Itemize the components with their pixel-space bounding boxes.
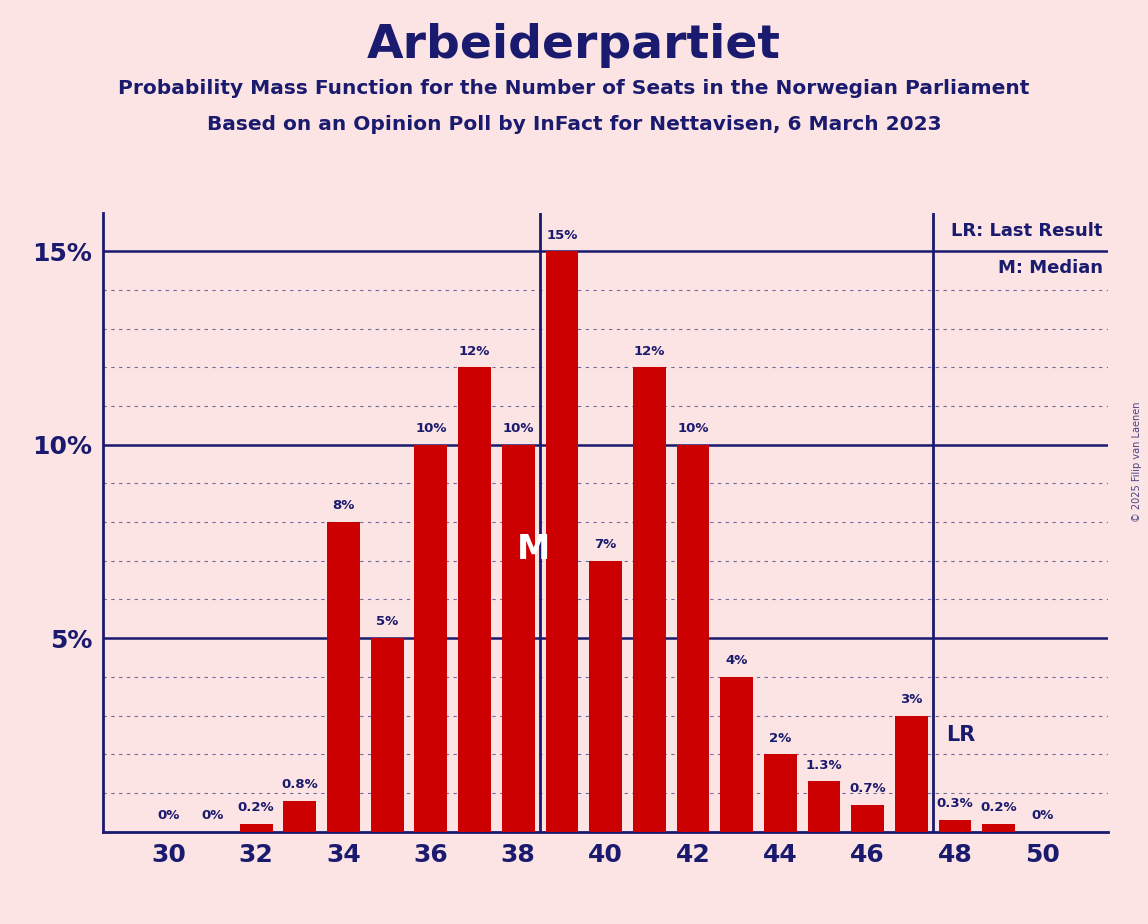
Text: 1.3%: 1.3% <box>806 759 843 772</box>
Text: 10%: 10% <box>677 422 708 435</box>
Text: © 2025 Filip van Laenen: © 2025 Filip van Laenen <box>1132 402 1141 522</box>
Text: LR: LR <box>946 724 976 745</box>
Text: 0%: 0% <box>1031 808 1054 822</box>
Text: 0.2%: 0.2% <box>238 801 274 814</box>
Bar <box>807 782 840 832</box>
Bar <box>284 800 316 832</box>
Text: Arbeiderpartiet: Arbeiderpartiet <box>367 23 781 68</box>
Text: 0.3%: 0.3% <box>937 797 974 810</box>
Text: LR: Last Result: LR: Last Result <box>952 222 1103 240</box>
Bar <box>676 444 709 832</box>
Bar <box>589 561 622 832</box>
Text: 15%: 15% <box>546 228 577 241</box>
Bar <box>545 251 579 832</box>
Text: 0.8%: 0.8% <box>281 778 318 791</box>
Text: 5%: 5% <box>377 615 398 628</box>
Text: 12%: 12% <box>459 345 490 358</box>
Text: 0%: 0% <box>157 808 180 822</box>
Text: 0%: 0% <box>201 808 224 822</box>
Bar <box>895 715 928 832</box>
Text: 7%: 7% <box>595 538 616 551</box>
Bar <box>240 824 272 832</box>
Bar <box>720 676 753 832</box>
Text: Based on an Opinion Poll by InFact for Nettavisen, 6 March 2023: Based on an Opinion Poll by InFact for N… <box>207 116 941 135</box>
Bar <box>371 638 404 832</box>
Bar <box>763 754 797 832</box>
Text: 12%: 12% <box>634 345 665 358</box>
Text: Probability Mass Function for the Number of Seats in the Norwegian Parliament: Probability Mass Function for the Number… <box>118 79 1030 98</box>
Text: 10%: 10% <box>503 422 534 435</box>
Text: M: M <box>517 532 550 565</box>
Bar <box>633 367 666 832</box>
Text: 0.7%: 0.7% <box>850 782 886 795</box>
Bar <box>502 444 535 832</box>
Text: 8%: 8% <box>332 499 355 513</box>
Text: 3%: 3% <box>900 693 923 706</box>
Text: 0.2%: 0.2% <box>980 801 1017 814</box>
Bar <box>939 820 971 832</box>
Text: M: Median: M: Median <box>998 259 1103 277</box>
Text: 2%: 2% <box>769 732 791 745</box>
Bar <box>327 522 360 832</box>
Bar <box>458 367 491 832</box>
Text: 4%: 4% <box>726 654 747 667</box>
Bar <box>983 824 1015 832</box>
Bar <box>851 805 884 832</box>
Text: 10%: 10% <box>416 422 447 435</box>
Bar <box>414 444 448 832</box>
